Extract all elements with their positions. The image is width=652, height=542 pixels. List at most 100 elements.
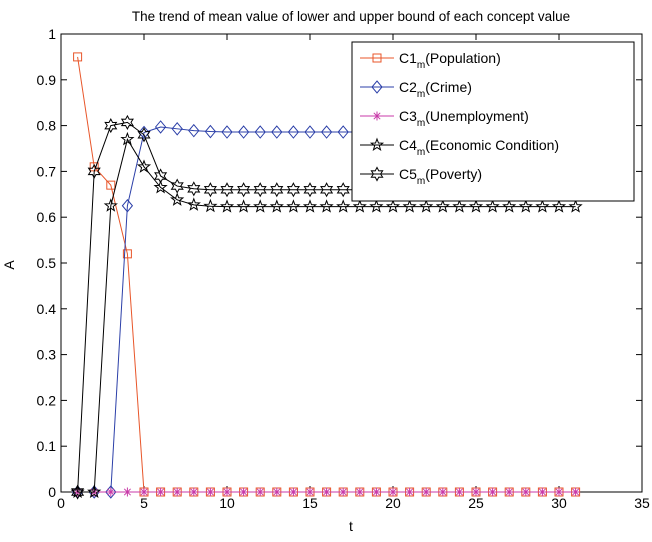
data-point xyxy=(255,487,265,497)
x-tick-label: 20 xyxy=(385,495,401,511)
data-point xyxy=(205,487,215,497)
data-point xyxy=(136,159,152,173)
data-point xyxy=(73,52,83,62)
data-point xyxy=(222,487,232,497)
legend-marker xyxy=(371,80,383,94)
data-point xyxy=(320,125,333,139)
legend-box xyxy=(351,41,635,202)
data-point xyxy=(189,487,199,497)
data-point xyxy=(303,182,317,198)
data-point xyxy=(87,163,101,179)
data-point xyxy=(220,182,234,198)
data-point xyxy=(154,168,168,184)
data-point xyxy=(336,182,350,198)
data-point xyxy=(137,127,151,143)
data-point xyxy=(405,487,415,497)
y-tick-label: 0.8 xyxy=(37,118,57,134)
data-point xyxy=(471,487,481,497)
data-point xyxy=(286,182,300,198)
data-point xyxy=(171,122,183,136)
legend-marker xyxy=(369,137,385,152)
x-tick-label: 30 xyxy=(551,495,567,511)
data-point xyxy=(236,199,251,213)
legend-entry: C5m(Poverty) xyxy=(399,166,482,187)
data-point xyxy=(402,199,417,213)
data-point xyxy=(388,487,398,497)
y-axis-label: A xyxy=(1,260,17,270)
legend-marker xyxy=(370,166,384,182)
x-tick-label: 5 xyxy=(140,495,148,511)
data-point xyxy=(138,125,150,140)
data-point xyxy=(352,199,367,213)
data-point xyxy=(337,125,349,139)
legend-entry: C4m(Economic Condition) xyxy=(399,137,559,158)
data-point xyxy=(106,487,116,497)
data-point xyxy=(568,199,583,213)
data-point xyxy=(269,199,284,213)
data-point xyxy=(103,198,118,212)
data-point xyxy=(71,484,85,500)
data-point xyxy=(203,182,217,198)
data-point xyxy=(237,125,250,139)
data-point xyxy=(304,125,316,139)
data-point xyxy=(219,199,235,213)
data-point xyxy=(187,181,201,197)
x-tick-label: 15 xyxy=(302,495,318,511)
data-point xyxy=(172,487,182,497)
data-point xyxy=(468,199,484,213)
data-point xyxy=(322,487,332,497)
data-point xyxy=(272,487,282,497)
data-point xyxy=(302,199,318,213)
data-point xyxy=(355,487,365,497)
data-point xyxy=(153,179,168,194)
data-point xyxy=(551,199,567,213)
data-point xyxy=(537,487,547,497)
data-point xyxy=(371,487,381,497)
data-point xyxy=(554,487,564,497)
data-point xyxy=(156,487,166,497)
y-tick-label: 0.5 xyxy=(37,255,57,271)
data-point xyxy=(504,487,514,497)
data-point xyxy=(435,199,450,213)
y-tick-label: 0.3 xyxy=(37,347,57,363)
data-point xyxy=(535,199,550,213)
data-point xyxy=(253,199,268,213)
x-tick-label: 0 xyxy=(57,495,65,511)
data-point xyxy=(188,123,200,138)
data-point xyxy=(87,484,102,499)
x-axis-label: t xyxy=(349,518,353,534)
data-point xyxy=(186,197,201,211)
y-tick-label: 1 xyxy=(48,26,56,42)
data-point xyxy=(338,487,348,497)
y-tick-label: 0.2 xyxy=(37,392,57,408)
data-point xyxy=(502,199,517,213)
data-point xyxy=(239,487,249,497)
x-tick-label: 10 xyxy=(219,495,235,511)
data-point xyxy=(485,199,500,213)
legend-entry: C3m(Unemployment) xyxy=(399,108,529,129)
data-point xyxy=(271,125,283,139)
data-point xyxy=(253,182,267,198)
data-point xyxy=(120,131,135,146)
data-point xyxy=(336,199,351,213)
legend-marker xyxy=(372,111,382,121)
data-point xyxy=(287,125,300,139)
data-point xyxy=(419,199,434,213)
data-point xyxy=(452,199,467,213)
data-point xyxy=(104,118,118,134)
y-tick-label: 0.7 xyxy=(37,163,57,179)
data-point xyxy=(170,192,185,206)
data-point xyxy=(571,487,581,497)
chart-title: The trend of mean value of lower and upp… xyxy=(132,9,570,24)
data-point xyxy=(270,182,284,198)
data-point xyxy=(121,198,134,213)
data-point xyxy=(237,182,251,198)
data-point xyxy=(305,487,315,497)
data-point xyxy=(320,182,334,198)
data-point xyxy=(369,199,384,213)
x-tick-label: 25 xyxy=(468,495,484,511)
legend-entry: C2m(Crime) xyxy=(399,79,472,100)
data-point xyxy=(139,487,149,497)
data-point xyxy=(105,485,117,499)
data-point xyxy=(288,487,298,497)
